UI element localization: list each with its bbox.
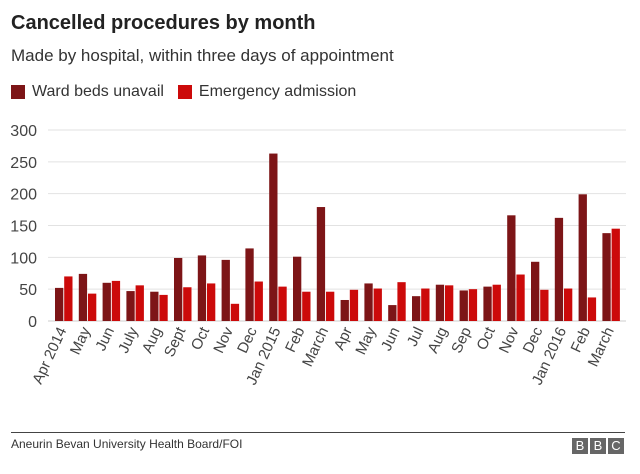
bar-emergency <box>278 286 287 321</box>
legend-item-ward-beds: Ward beds unavail <box>11 83 164 101</box>
bar-ward-beds <box>483 286 492 321</box>
source-note: Aneurin Bevan University Health Board/FO… <box>11 437 243 451</box>
bar-ward-beds <box>150 291 159 321</box>
bar-ward-beds <box>578 194 587 321</box>
bar-ward-beds <box>531 261 540 321</box>
bar-emergency <box>183 287 192 321</box>
bar-ward-beds <box>78 273 88 321</box>
bar-ward-beds <box>554 217 564 321</box>
bar-emergency <box>492 284 501 321</box>
bar-emergency <box>611 228 620 321</box>
bar-emergency <box>326 291 335 321</box>
legend-swatch <box>11 85 25 99</box>
bar-emergency <box>516 274 525 321</box>
bar-ward-beds <box>293 256 302 321</box>
bar-ward-beds <box>507 215 516 321</box>
bar-emergency <box>373 288 382 321</box>
footer-divider <box>11 432 625 433</box>
bar-ward-beds <box>364 283 373 321</box>
y-tick-label: 100 <box>10 250 37 267</box>
bar-emergency <box>88 293 97 321</box>
y-tick-label: 50 <box>19 282 37 299</box>
bar-emergency <box>64 276 73 321</box>
bar-emergency <box>421 288 430 321</box>
x-tick-label: May <box>352 324 380 357</box>
bar-ward-beds <box>412 296 421 321</box>
bar-ward-beds <box>174 257 183 321</box>
legend-item-emergency: Emergency admission <box>177 83 357 101</box>
y-tick-label: 0 <box>28 314 37 331</box>
bar-ward-beds <box>55 287 64 321</box>
bar-ward-beds <box>316 207 326 321</box>
bar-emergency <box>587 297 597 321</box>
bar-emergency <box>349 289 359 321</box>
bar-ward-beds <box>245 248 254 321</box>
legend-label: Emergency admission <box>198 83 357 100</box>
bar-ward-beds <box>602 233 611 321</box>
bar-emergency <box>445 285 454 321</box>
bar-ward-beds <box>388 305 397 321</box>
y-tick-label: 300 <box>10 123 37 140</box>
legend: Ward beds unavail Emergency admission <box>11 83 356 101</box>
bar-emergency <box>230 303 240 321</box>
x-tick-label: Jul <box>404 325 428 350</box>
bar-ward-beds <box>269 153 278 321</box>
bar-emergency <box>397 282 406 321</box>
x-tick-label: July <box>115 324 142 356</box>
bar-emergency <box>540 289 549 321</box>
x-tick-label: Sep <box>448 325 475 356</box>
bar-ward-beds <box>340 299 349 321</box>
bar-emergency <box>135 285 144 321</box>
legend-swatch <box>177 85 192 99</box>
bar-ward-beds <box>126 291 135 321</box>
bar-emergency <box>468 289 478 321</box>
legend-label: Ward beds unavail <box>32 83 164 100</box>
bar-emergency <box>159 294 168 321</box>
chart-title: Cancelled procedures by month <box>11 12 316 34</box>
y-tick-label: 150 <box>10 219 37 236</box>
x-tick-label: May <box>67 324 95 357</box>
bar-emergency <box>302 291 311 321</box>
bar-emergency <box>207 283 216 321</box>
bar-ward-beds <box>197 255 207 321</box>
bar-ward-beds <box>459 290 468 321</box>
bar-ward-beds <box>221 259 230 321</box>
bar-ward-beds <box>435 284 445 321</box>
x-tick-label: Nov <box>210 324 237 356</box>
bar-emergency <box>564 288 573 321</box>
x-tick-label: Apr 2014 <box>29 325 70 387</box>
bar-emergency <box>254 281 263 321</box>
bar-ward-beds <box>102 282 111 321</box>
x-tick-label: Nov <box>496 324 523 356</box>
bar-emergency <box>111 280 121 321</box>
x-tick-label: Aug <box>424 325 451 356</box>
y-tick-label: 200 <box>10 187 37 204</box>
x-tick-label: Jun <box>378 325 404 354</box>
x-tick-label: Sept <box>161 324 190 360</box>
chart-subtitle: Made by hospital, within three days of a… <box>11 46 394 65</box>
y-tick-label: 250 <box>10 155 37 172</box>
